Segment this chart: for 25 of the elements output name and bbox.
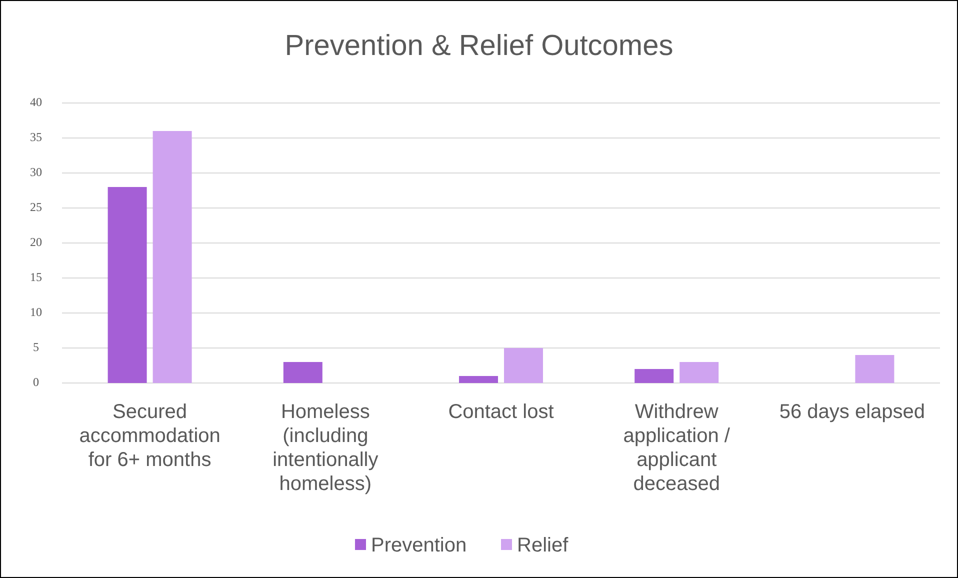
y-tick-label: 10	[30, 304, 42, 319]
x-tick-label: Withdrew application / applicant deceased	[623, 401, 730, 495]
x-tick-label: Secured accommodation for 6+ months	[79, 401, 220, 471]
x-tick-label: Contact lost	[448, 401, 554, 423]
bar	[680, 362, 719, 383]
legend-label: Prevention	[371, 534, 467, 556]
bar	[634, 369, 674, 383]
y-tick-label: 0	[33, 374, 39, 389]
y-tick-label: 25	[30, 200, 42, 214]
bar	[459, 376, 498, 383]
chart-title: Prevention & Relief Outcomes	[284, 30, 674, 62]
y-tick-label: 15	[30, 270, 42, 284]
y-tick-label: 5	[33, 340, 39, 354]
y-tick-label: 30	[30, 164, 42, 179]
bar	[855, 355, 894, 383]
legend-label: Relief	[517, 534, 569, 556]
bar	[108, 187, 147, 383]
x-tick-label: 56 days elapsed	[779, 401, 926, 423]
x-tick-label: Homeless (including intentionally homeless)	[272, 401, 378, 495]
y-tick-label: 40	[30, 94, 42, 109]
bar	[152, 131, 192, 383]
bar	[283, 362, 322, 383]
y-tick-label: 35	[30, 130, 42, 144]
y-tick-label: 20	[30, 234, 42, 249]
bar	[504, 348, 543, 383]
